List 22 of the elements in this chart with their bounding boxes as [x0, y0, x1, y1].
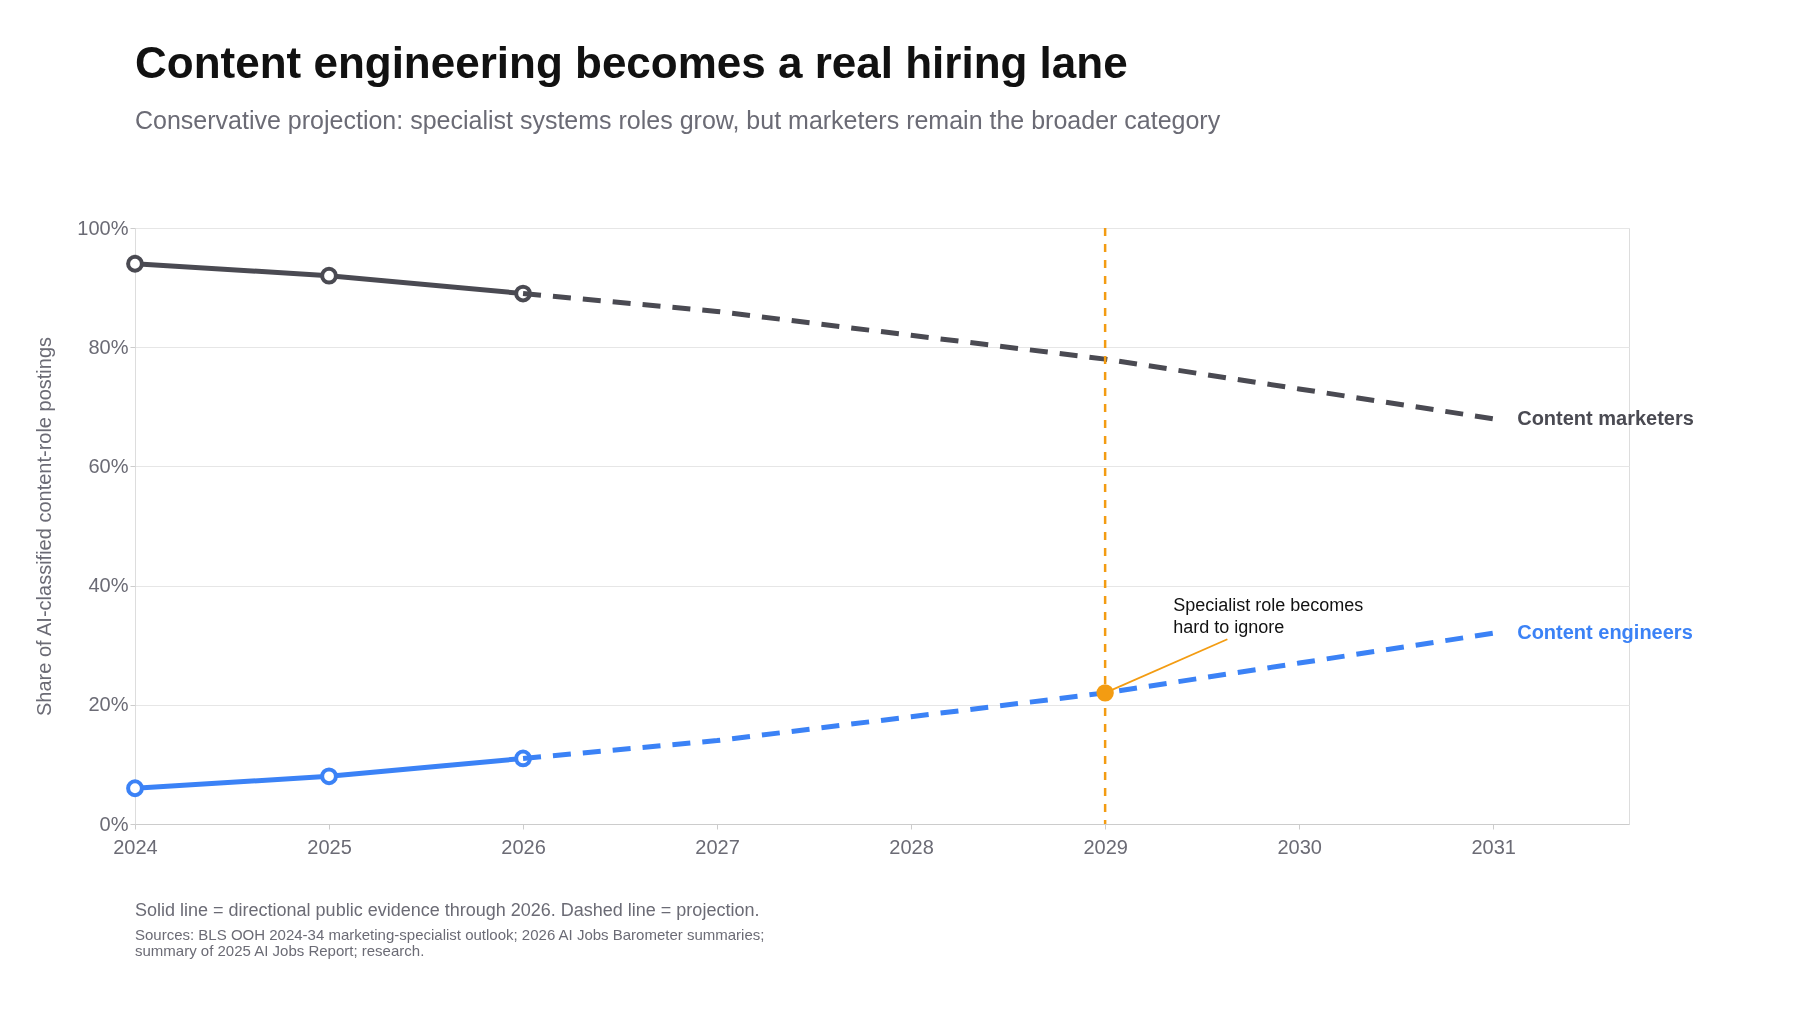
x-tick-label: 2024: [113, 835, 158, 858]
series-label: Content marketers: [1517, 406, 1694, 429]
x-tick-label: 2025: [307, 835, 352, 858]
x-tick-label: 2029: [1083, 835, 1128, 858]
series-label: Content engineers: [1517, 621, 1693, 644]
y-tick-label: 0%: [99, 812, 129, 835]
text: Solid line = directional public evidence through 2026. Dashed line = projection.: [135, 900, 760, 920]
x-tick-label: 2027: [695, 835, 740, 858]
x-tick-label: 2026: [501, 835, 546, 858]
x-tick-label: 2030: [1277, 835, 1322, 858]
y-tick-label: 20%: [88, 693, 129, 716]
x-tick-label: 2028: [889, 835, 934, 858]
annotation: Specialist role becomes hard to ignore: [1173, 594, 1364, 637]
y-axis-title: Share of AI-classified content-role postings: [33, 336, 56, 717]
y-tick-label: 40%: [88, 574, 129, 597]
chart-subtitle: Conservative projection: specialist systems roles grow, but marketers remain the broader category: [135, 106, 1221, 134]
y-tick-label: 100%: [77, 216, 129, 239]
x-tick-label: 2031: [1471, 835, 1516, 858]
source-note: Sources: BLS OOH 2024-34 marketing-specialist outlook; 2026 AI Jobs Barometer summaries; summary of 2025 AI Jobs Report; research.: [135, 926, 765, 959]
y-tick-label: 60%: [88, 454, 129, 477]
y-tick-label: 80%: [88, 335, 129, 358]
chart-title: Content engineering becomes a real hiring lane: [135, 38, 1128, 87]
